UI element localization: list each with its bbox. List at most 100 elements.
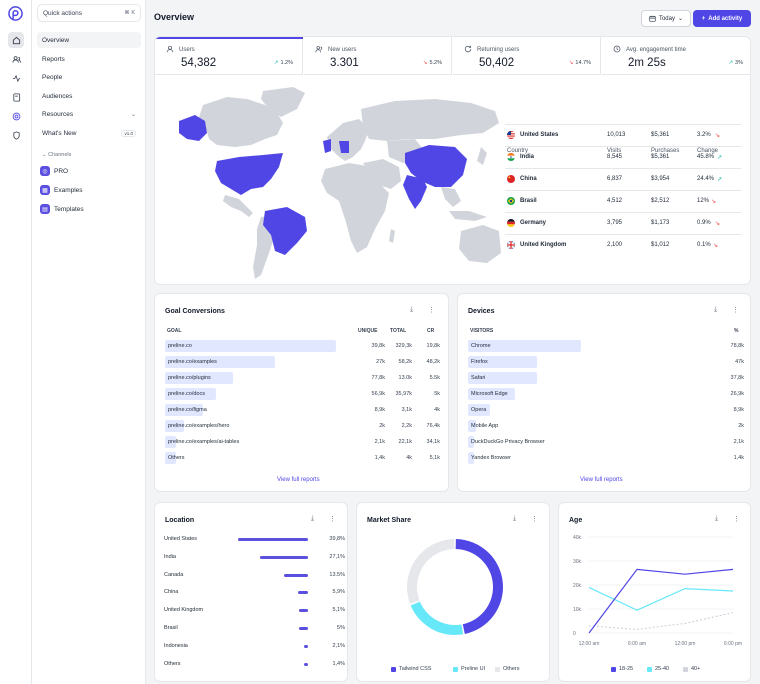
- home-icon[interactable]: [8, 32, 24, 48]
- device-name: DuckDuckGo Privacy Browser: [471, 439, 545, 445]
- download-icon[interactable]: ⤓: [311, 515, 315, 522]
- table-row[interactable]: Firefox 47k: [468, 356, 744, 368]
- channel-pro[interactable]: ◎ PRO: [40, 164, 68, 178]
- legend-item: Tailwind CSS: [391, 666, 431, 672]
- table-row[interactable]: DuckDuckGo Privacy Browser 2,1k: [468, 436, 744, 448]
- map-africa: [321, 163, 389, 253]
- legend-swatch: [647, 666, 652, 672]
- channel-label: Templates: [54, 205, 84, 213]
- stat-returning-users[interactable]: Returning users 50,402 ↘ 14.7%: [453, 37, 601, 75]
- location-name: Brasil: [164, 625, 178, 631]
- brasil-flag-icon: [507, 197, 515, 205]
- channel-examples[interactable]: ▦ Examples: [40, 183, 83, 197]
- more-vertical-icon[interactable]: ⋮: [329, 516, 336, 523]
- total-value: 2,2k: [401, 423, 412, 429]
- table-row[interactable]: China 6,837 $3,954 24.4% ↗: [505, 168, 741, 190]
- more-vertical-icon[interactable]: ⋮: [733, 516, 740, 523]
- goal-name: preline.co/examples/hero: [168, 423, 230, 429]
- table-row[interactable]: Chrome 78,8k: [468, 340, 744, 352]
- table-row[interactable]: Germany 3,795 $1,173 0.9% ↘: [505, 212, 741, 234]
- table-row[interactable]: Yandex Browser 1,4k: [468, 452, 744, 464]
- channels-toggle[interactable]: ⌄ Channels: [42, 152, 72, 158]
- table-row[interactable]: preline.co 39,8k 329,3k 19,8k: [165, 340, 441, 352]
- unique-value: 8,9k: [374, 407, 385, 413]
- location-row[interactable]: China 5,9%: [164, 588, 346, 598]
- table-row[interactable]: preline.co/plugins 77,8k 13.0k 5.5k: [165, 372, 441, 384]
- table-row[interactable]: preline.co/examples/hero 2k 2,2k 76,4k: [165, 420, 441, 432]
- trend-down-icon: ↘: [568, 60, 574, 66]
- table-row[interactable]: Safari 37,8k: [468, 372, 744, 384]
- table-row[interactable]: United Kingdom 2,100 $1,012 0.1% ↘: [505, 234, 741, 256]
- stat-engagement-time[interactable]: Avg. engagement time 2m 25s ↗ 3%: [602, 37, 750, 75]
- location-row[interactable]: United Kingdom 5,1%: [164, 606, 346, 616]
- channel-templates[interactable]: ▤ Templates: [40, 202, 84, 216]
- quick-actions-search[interactable]: Quick actions ⌘ K: [37, 4, 141, 22]
- legend-item: 18-25: [611, 666, 633, 672]
- uk-flag-icon: [507, 241, 515, 249]
- donut-slice-tailwind-css[interactable]: [455, 539, 503, 634]
- table-row[interactable]: preline.co/examples 27k 58,2k 48,2k: [165, 356, 441, 368]
- nav-item-whats-new[interactable]: What's New v1.0: [37, 125, 141, 141]
- quick-actions-label: Quick actions: [43, 9, 83, 17]
- nav-item-reports[interactable]: Reports: [37, 51, 141, 67]
- more-vertical-icon[interactable]: ⋮: [732, 307, 739, 314]
- table-row[interactable]: preline.co/examples/ai-tables 2,1k 22,1k 34…: [165, 436, 441, 448]
- logo-icon[interactable]: [8, 6, 23, 21]
- location-value: 5,1%: [332, 607, 345, 614]
- col-header-country: Country: [507, 148, 529, 154]
- date-range-select[interactable]: Today ⌄: [641, 10, 691, 27]
- location-value: 5%: [337, 625, 345, 631]
- table-row[interactable]: preline.co/figma 8,9k 3,1k 4k: [165, 404, 441, 416]
- nav-item-resources[interactable]: Resources ⌄: [37, 106, 141, 122]
- x-tick-label: 12:00 pm: [675, 641, 696, 647]
- table-row[interactable]: Mobile App 2k: [468, 420, 744, 432]
- table-row[interactable]: United States 10,013 $5,361 3.2% ↘: [505, 124, 741, 146]
- users-icon[interactable]: [8, 51, 24, 67]
- location-row[interactable]: United States 39,8%: [164, 535, 346, 545]
- sidebar: Quick actions ⌘ K Overview Reports Peopl…: [32, 0, 146, 684]
- download-icon[interactable]: ⤓: [410, 306, 414, 313]
- more-vertical-icon[interactable]: ⋮: [428, 307, 435, 314]
- table-row[interactable]: Opera 8,9k: [468, 404, 744, 416]
- trend-down-icon: ↘: [715, 221, 721, 227]
- activity-icon[interactable]: [8, 70, 24, 86]
- target-icon[interactable]: [8, 108, 24, 124]
- channel-label: PRO: [54, 167, 69, 175]
- cr-value: 5k: [434, 391, 440, 397]
- view-full-reports-link[interactable]: View full reports: [277, 477, 320, 483]
- book-icon[interactable]: [8, 89, 24, 105]
- location-row[interactable]: Brasil 5%: [164, 624, 346, 634]
- row-fill-bar: [165, 420, 184, 432]
- map-alaska: [179, 115, 207, 141]
- table-row[interactable]: Others 1,4k 4k 5,1k: [165, 452, 441, 464]
- donut-slice-preline-ui[interactable]: [410, 601, 464, 635]
- china-flag-icon: [507, 175, 515, 183]
- table-row[interactable]: Brasil 4,512 $2,512 12% ↘: [505, 190, 741, 212]
- stat-value: 54,382: [181, 57, 217, 69]
- nav-item-overview[interactable]: Overview: [37, 32, 141, 48]
- location-row[interactable]: Others 1,4%: [164, 660, 346, 670]
- download-icon[interactable]: ⤓: [714, 306, 718, 313]
- more-vertical-icon[interactable]: ⋮: [531, 516, 538, 523]
- total-value: 3,1k: [401, 407, 412, 413]
- unique-value: 56,9k: [371, 391, 385, 397]
- stat-users[interactable]: Users 54,382 ↗ 1.2%: [155, 37, 303, 75]
- location-row[interactable]: Indonesia 2,1%: [164, 642, 346, 652]
- table-row[interactable]: preline.co/docs 56,9k 35,97k 5k: [165, 388, 441, 400]
- shield-icon[interactable]: [8, 127, 24, 143]
- nav-item-people[interactable]: People: [37, 69, 141, 85]
- view-full-reports-link[interactable]: View full reports: [580, 477, 623, 483]
- table-row[interactable]: India 8,545 $5,361 45.8% ↗: [505, 146, 741, 168]
- series-line-25-40: [588, 586, 734, 611]
- table-row[interactable]: Microsoft Edge 26,9k: [468, 388, 744, 400]
- download-icon[interactable]: ⤓: [715, 515, 719, 522]
- download-icon[interactable]: ⤓: [513, 515, 517, 522]
- add-activity-button[interactable]: + Add activity: [693, 10, 751, 27]
- location-row[interactable]: India 27,1%: [164, 553, 346, 563]
- stat-new-users[interactable]: New users 3.301 ↘ 5.2%: [304, 37, 452, 75]
- nav-item-audiences[interactable]: Audiences: [37, 88, 141, 104]
- trend-down-icon: ↘: [711, 199, 717, 205]
- donut-slice-others[interactable]: [407, 539, 455, 604]
- location-row[interactable]: Canada 13.5%: [164, 571, 346, 581]
- unique-value: 39,8k: [371, 343, 385, 349]
